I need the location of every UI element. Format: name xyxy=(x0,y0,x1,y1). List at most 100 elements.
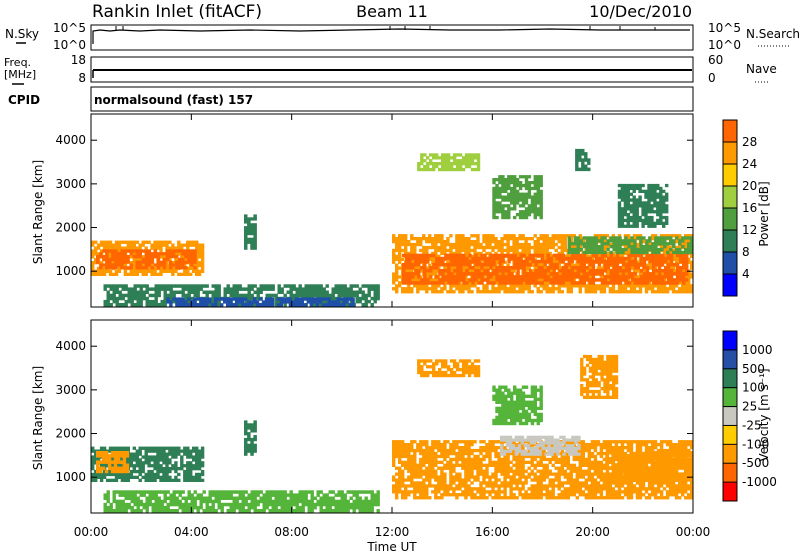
heatmap-cell xyxy=(485,287,489,291)
heatmap-cell xyxy=(645,281,650,285)
heatmap-cell xyxy=(609,269,614,273)
heatmap-cell xyxy=(105,243,110,247)
heatmap-cell xyxy=(494,251,498,256)
heatmap-cell xyxy=(193,293,197,298)
heatmap-cell xyxy=(495,186,499,191)
heatmap-cell xyxy=(133,490,137,494)
heatmap-cell xyxy=(234,303,239,307)
heatmap-cell xyxy=(114,263,118,267)
heatmap-cell xyxy=(126,446,130,450)
heatmap-cell xyxy=(533,192,537,196)
heatmap-cell xyxy=(340,293,344,298)
heatmap-cell xyxy=(545,245,549,250)
heatmap-cell xyxy=(172,299,176,304)
heatmap-cell xyxy=(166,287,170,291)
heatmap-cell xyxy=(674,284,679,288)
heatmap-cell xyxy=(150,260,155,264)
heatmap-cell xyxy=(190,493,194,497)
heatmap-cell xyxy=(679,259,683,264)
heatmap-cell xyxy=(617,221,622,225)
heatmap-cell xyxy=(136,290,140,294)
heatmap-cell xyxy=(594,242,598,246)
heatmap-cell xyxy=(148,303,152,307)
heatmap-cell xyxy=(642,245,646,249)
heatmap-cell xyxy=(687,284,691,288)
heatmap-cell xyxy=(121,284,125,288)
heatmap-cell xyxy=(650,183,654,188)
heatmap-cell xyxy=(464,248,468,253)
heatmap-cell xyxy=(147,472,151,477)
heatmap-cell xyxy=(479,245,483,250)
heatmap-cell xyxy=(600,236,604,240)
heatmap-cell xyxy=(141,255,145,259)
heatmap-cell xyxy=(235,293,239,298)
heatmap-cell xyxy=(597,245,601,249)
heatmap-cell xyxy=(635,198,639,202)
heatmap-cell xyxy=(675,281,680,285)
heatmap-cell xyxy=(175,297,179,301)
heatmap-cell xyxy=(597,262,602,267)
heatmap-cell xyxy=(431,290,435,294)
heatmap-cell xyxy=(528,256,532,261)
heatmap-cell xyxy=(160,502,164,507)
heatmap-cell xyxy=(220,496,224,500)
heatmap-cell xyxy=(462,262,466,267)
heatmap-cell xyxy=(573,281,577,285)
heatmap-cell xyxy=(657,247,661,252)
heatmap-cell xyxy=(635,201,639,205)
heatmap-cell xyxy=(253,505,257,510)
heatmap-cell xyxy=(200,252,205,256)
heatmap-cell xyxy=(159,446,163,450)
heatmap-cell xyxy=(145,509,149,513)
heatmap-cell xyxy=(189,243,193,247)
heatmap-cell xyxy=(202,290,206,294)
heatmap-cell xyxy=(124,490,128,494)
heatmap-cell xyxy=(467,164,472,169)
heatmap-cell xyxy=(135,449,139,453)
heatmap-cell xyxy=(471,278,475,282)
heatmap-cell xyxy=(189,452,193,456)
heatmap-cell xyxy=(156,255,161,259)
heatmap-cell xyxy=(507,198,511,202)
heatmap-cell xyxy=(618,242,622,246)
heatmap-cell xyxy=(679,278,683,282)
heatmap-cell xyxy=(483,256,487,261)
heatmap-cell xyxy=(205,297,209,301)
heatmap-cell xyxy=(641,240,646,244)
heatmap-cell xyxy=(498,186,502,191)
heatmap-cell xyxy=(253,443,257,447)
heatmap-cell xyxy=(129,461,133,465)
heatmap-cell xyxy=(364,293,368,298)
heatmap-cell xyxy=(416,240,420,244)
heatmap-cell xyxy=(443,240,447,244)
heatmap-cell xyxy=(105,240,110,244)
heatmap-cell xyxy=(629,192,633,196)
heatmap-cell xyxy=(91,446,95,450)
heatmap-cell xyxy=(528,281,532,285)
heatmap-cell xyxy=(169,300,173,304)
heatmap-cell xyxy=(181,263,185,267)
heatmap-cell xyxy=(159,252,164,256)
heatmap-cell xyxy=(420,159,424,163)
heatmap-cell xyxy=(638,204,642,208)
heatmap-cell xyxy=(656,207,660,211)
heatmap-cell xyxy=(450,259,454,264)
heatmap-cell xyxy=(679,269,683,273)
heatmap-cell xyxy=(297,303,301,307)
heatmap-cell xyxy=(244,446,248,450)
heatmap-cell xyxy=(172,490,176,494)
heatmap-cell xyxy=(578,287,582,291)
heatmap-cell xyxy=(563,248,567,253)
heatmap-cell xyxy=(271,293,275,298)
heatmap-cell xyxy=(560,251,564,256)
heatmap-cell xyxy=(582,253,586,258)
heatmap-cell xyxy=(635,284,640,288)
heatmap-cell xyxy=(549,266,553,270)
heatmap-cell xyxy=(211,509,215,513)
heatmap-cell xyxy=(494,237,498,241)
heatmap-cell xyxy=(635,224,639,228)
heatmap-cell xyxy=(498,262,502,267)
heatmap-cell xyxy=(102,446,107,450)
heatmap-cell xyxy=(413,278,417,282)
heatmap-cell xyxy=(642,278,647,282)
